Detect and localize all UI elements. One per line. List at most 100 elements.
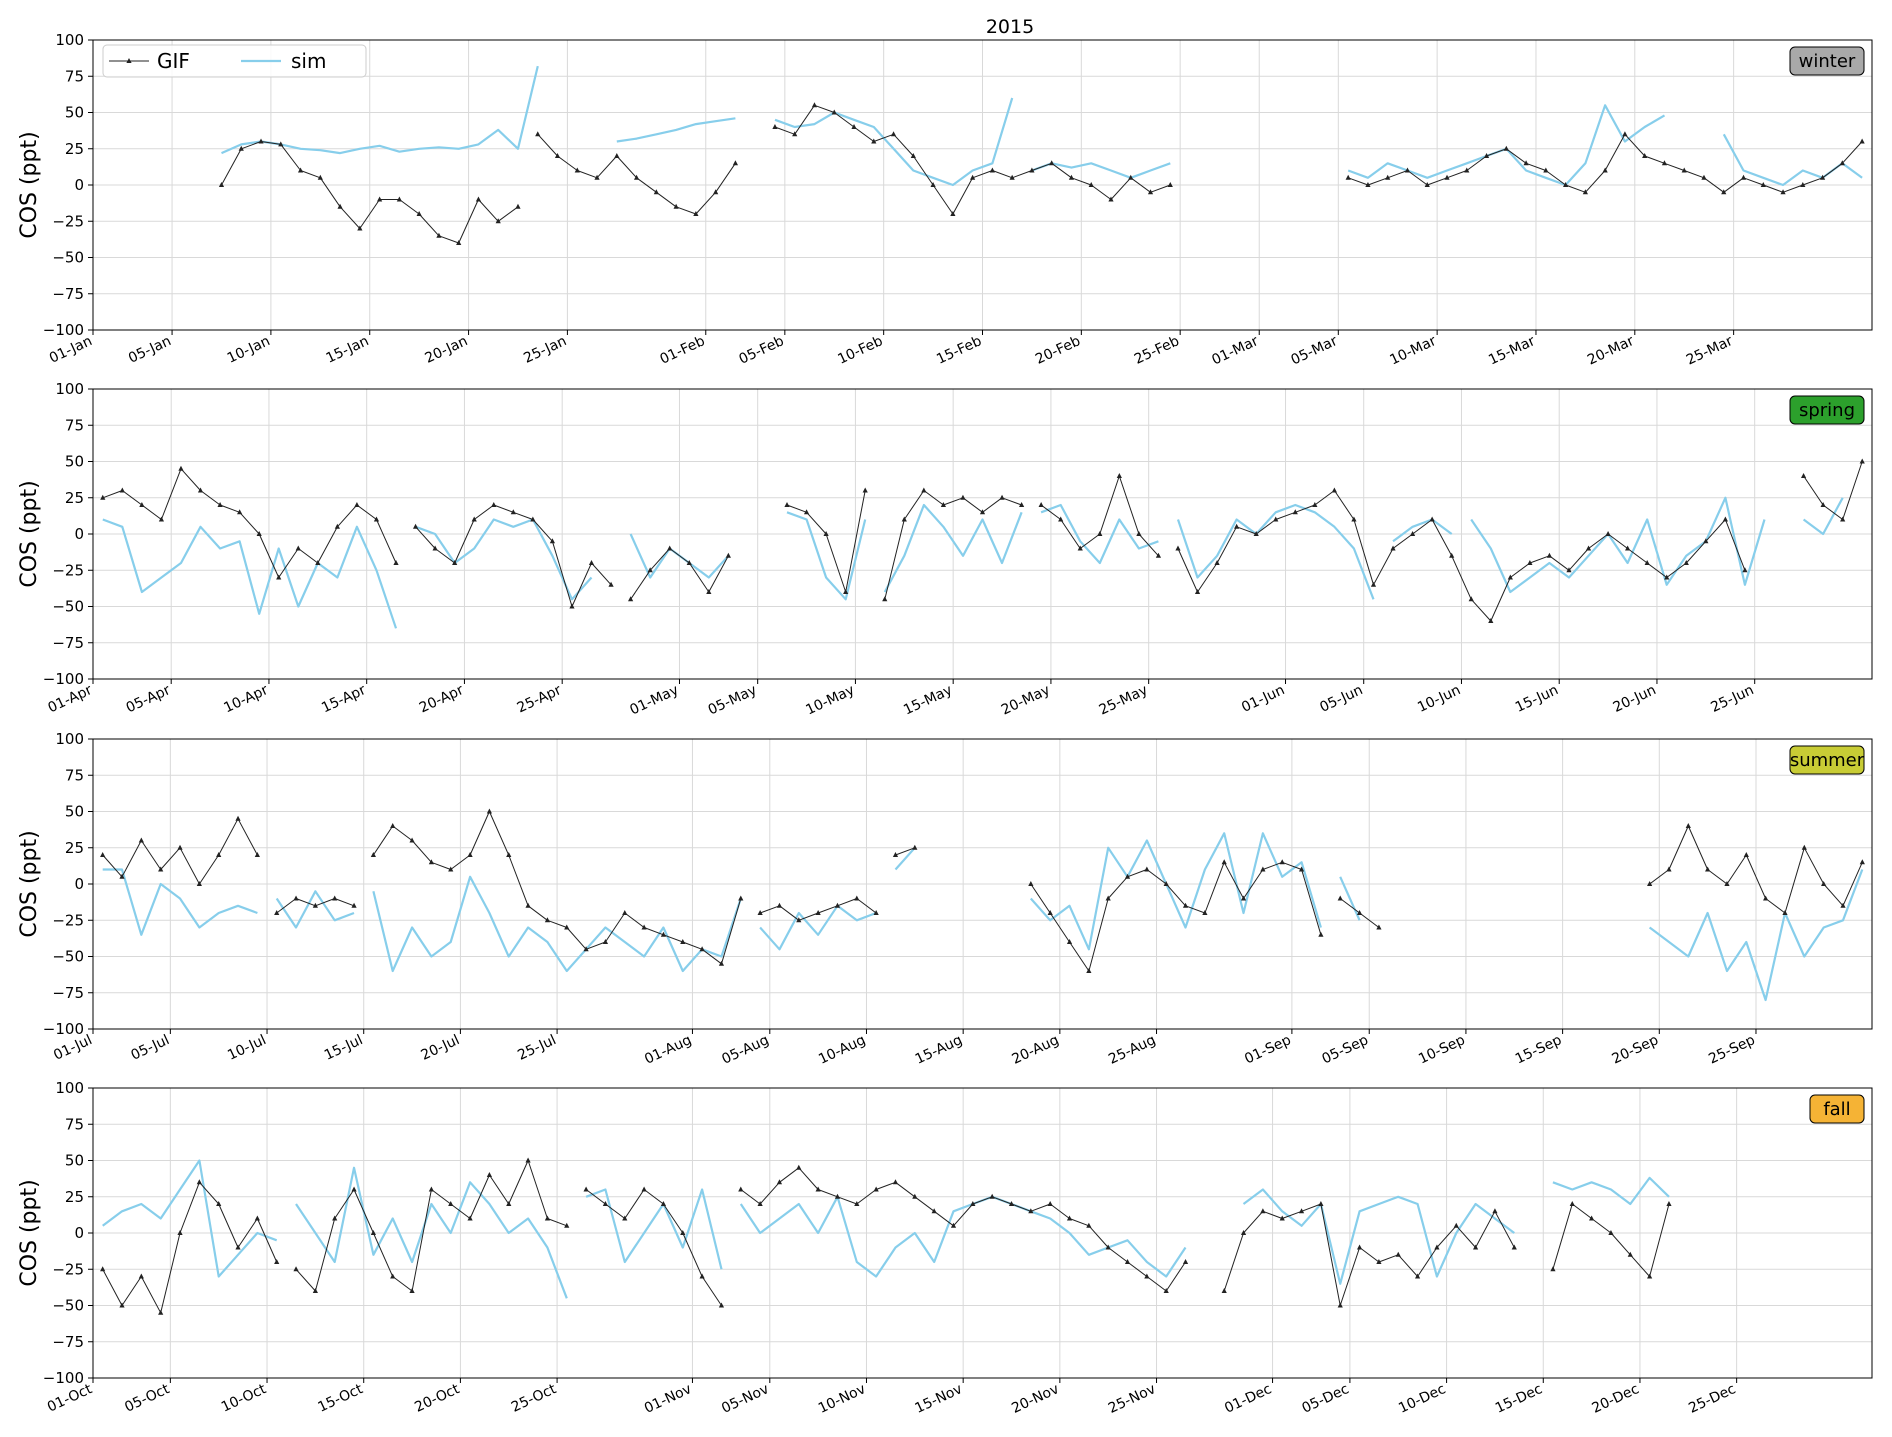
y-tick-label: −100 [43, 1369, 84, 1387]
series-line-gif [1649, 825, 1863, 914]
gif-point [1523, 160, 1529, 166]
gif-point [776, 902, 783, 908]
series-line-sim [1339, 876, 1361, 921]
gif-point [1760, 182, 1766, 187]
x-tick-label: 20-Dec [1590, 1381, 1642, 1417]
gif-point [803, 509, 810, 515]
x-tick-label: 01-Jun [1239, 682, 1287, 716]
gif-point [370, 852, 376, 857]
gif-point [843, 589, 849, 594]
series-line-gif [1177, 490, 1746, 622]
season-badge-label: fall [1823, 1099, 1850, 1120]
plot-area [100, 458, 1865, 629]
gif-point [882, 596, 888, 602]
gif-point [653, 189, 659, 195]
gif-point [1503, 145, 1509, 151]
grid [92, 39, 1872, 331]
gif-point [1182, 1259, 1189, 1264]
y-tick-label: 75 [65, 416, 84, 434]
gif-point [1390, 545, 1396, 551]
gif-point [506, 852, 512, 857]
x-tick-label: 15-Nov [913, 1381, 965, 1417]
season-badge-box [1789, 46, 1865, 76]
series-line-sim [102, 1159, 278, 1278]
gif-point [1337, 1302, 1343, 1308]
gif-point [1356, 1244, 1363, 1250]
x-tick-label: 10-Mar [1387, 333, 1439, 368]
gif-point [1028, 881, 1034, 886]
gif-point [373, 516, 380, 522]
gif-point [608, 581, 614, 587]
gif-point [525, 1157, 531, 1163]
gif-point [525, 902, 531, 908]
series-line-sim [739, 1195, 1187, 1278]
gif-point [235, 815, 241, 821]
series-line-sim [1029, 832, 1322, 951]
grid [92, 1087, 1872, 1379]
x-tick-label: 20-Apr [417, 682, 466, 716]
x-tick-label: 01-Feb [658, 333, 708, 368]
gif-point [1194, 589, 1201, 594]
gif-point [218, 182, 225, 187]
gif-point [862, 487, 868, 493]
series-sim [102, 1159, 1670, 1299]
gif-point [667, 545, 673, 551]
gif-point [1108, 196, 1114, 202]
x-tick-label: 01-Dec [1222, 1381, 1274, 1417]
y-tick-label: 50 [65, 1152, 84, 1170]
gif-point [1724, 881, 1730, 886]
x-tick-label: 15-Apr [319, 682, 368, 716]
gif-point [467, 1215, 473, 1221]
gif-point [235, 1244, 241, 1250]
gif-point [564, 924, 570, 930]
gif-point [351, 1186, 357, 1192]
gif-point [713, 189, 719, 195]
gif-point [1647, 1273, 1653, 1279]
gif-point [574, 167, 580, 173]
x-tick-label: 10-Jul [225, 1032, 269, 1064]
gif-point [1066, 939, 1073, 944]
gif-point [432, 545, 438, 551]
gif-point [718, 960, 725, 966]
gif-point [1763, 895, 1769, 901]
series-gif [218, 102, 1865, 245]
gif-point [1511, 1244, 1517, 1250]
y-tick-label: −50 [52, 598, 84, 616]
x-tick-label: 20-May [999, 682, 1053, 718]
gif-point [940, 502, 947, 507]
gif-point [1582, 189, 1588, 195]
gif-point [1622, 131, 1628, 137]
gif-point [515, 203, 521, 209]
gif-point [1298, 1208, 1305, 1214]
gif-point [960, 494, 966, 500]
figure-title: 2015 [986, 16, 1034, 38]
gif-point [912, 844, 918, 850]
x-tick-label: 25-Apr [515, 682, 564, 716]
gif-point [1424, 182, 1430, 187]
x-tick-label: 05-Dec [1300, 1381, 1352, 1417]
gif-point [811, 102, 818, 108]
gif-point [660, 1201, 667, 1206]
gif-point [1088, 182, 1094, 187]
y-tick-label: 75 [65, 766, 84, 784]
x-tick-label: 05-Oct [122, 1381, 172, 1416]
series-line-gif [1040, 475, 1159, 557]
gif-point [757, 910, 763, 915]
gif-point [295, 545, 301, 551]
gif-point [138, 1273, 144, 1279]
gif-point [1356, 910, 1363, 915]
legend-label-gif: GIF [157, 49, 190, 73]
series-line-gif [372, 811, 742, 965]
gif-point [892, 1179, 899, 1185]
gif-point [921, 487, 927, 493]
season-badge-label: winter [1799, 51, 1856, 72]
x-tick-label: 20-Sep [1610, 1032, 1662, 1067]
gif-point [1664, 574, 1670, 580]
gif-point [660, 931, 667, 937]
gif-point [1273, 516, 1279, 522]
x-tick-label: 25-Jan [521, 333, 569, 367]
gif-point [1647, 881, 1653, 886]
x-tick-label: 20-Aug [1010, 1032, 1062, 1068]
gif-point [1086, 968, 1092, 973]
